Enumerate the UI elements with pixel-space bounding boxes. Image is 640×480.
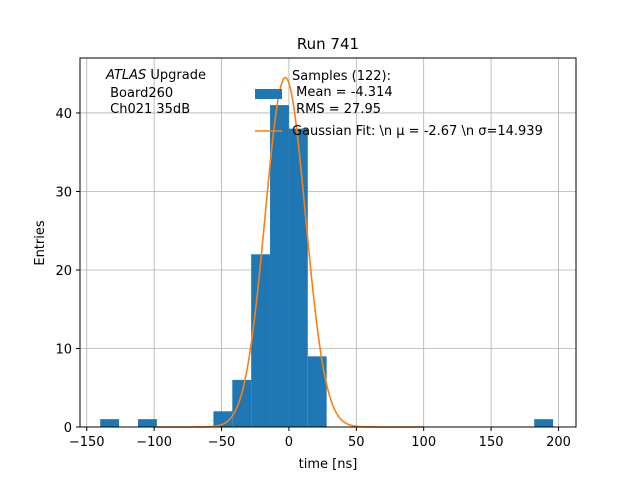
x-tick-label: −150 — [69, 435, 105, 450]
legend-samples-patch — [255, 89, 282, 99]
x-tick-label: 200 — [546, 435, 571, 450]
annotation-upgrade-word: Upgrade — [146, 68, 206, 83]
histogram-bar — [137, 419, 157, 427]
x-tick-label: 50 — [348, 435, 365, 450]
x-tick-label: −50 — [208, 435, 235, 450]
annotation-line-2: Board260 — [106, 86, 173, 101]
annotation-line-1: ATLAS Upgrade — [105, 68, 206, 83]
histogram-bar — [232, 379, 252, 427]
y-tick-label: 20 — [55, 264, 72, 279]
y-tick-label: 30 — [55, 185, 72, 200]
atlas-annotation: ATLAS Upgrade Board260 Ch021 35dB — [105, 68, 206, 117]
histogram-bar — [251, 254, 271, 427]
histogram-bar — [270, 105, 289, 427]
x-tick-label: 100 — [411, 435, 436, 450]
histogram-bar — [307, 356, 327, 427]
x-tick-label: −100 — [136, 435, 172, 450]
legend-fit-text: Gaussian Fit: \n μ = -2.67 \n σ=14.939 — [292, 124, 543, 139]
legend: Samples (122): Mean = -4.314 RMS = 27.95… — [255, 69, 543, 139]
y-tick-label: 0 — [64, 421, 72, 436]
annotation-atlas-word: ATLAS — [105, 68, 146, 83]
plot-frame — [79, 57, 577, 428]
histogram-bar — [213, 411, 233, 427]
y-tick-label: 40 — [55, 107, 72, 122]
histogram-bars — [100, 105, 554, 427]
y-axis-label: Entries — [33, 220, 48, 266]
legend-samples-line-3: RMS = 27.95 — [292, 102, 381, 117]
legend-samples-line-2: Mean = -4.314 — [292, 85, 393, 100]
annotation-line-3: Ch021 35dB — [106, 102, 190, 117]
axis-ticks: −150 −100 −50 0 50 100 150 200 0 10 20 30 40 — [55, 107, 570, 450]
y-tick-label: 10 — [55, 342, 72, 357]
legend-samples-line-1: Samples (122): — [292, 69, 391, 84]
x-tick-label: 0 — [285, 435, 293, 450]
x-axis-label: time [ns] — [299, 457, 358, 472]
histogram-bar — [100, 419, 120, 427]
histogram-bar — [534, 419, 554, 427]
x-tick-label: 150 — [479, 435, 504, 450]
chart-title: Run 741 — [297, 35, 359, 53]
histogram-bar — [288, 128, 308, 427]
